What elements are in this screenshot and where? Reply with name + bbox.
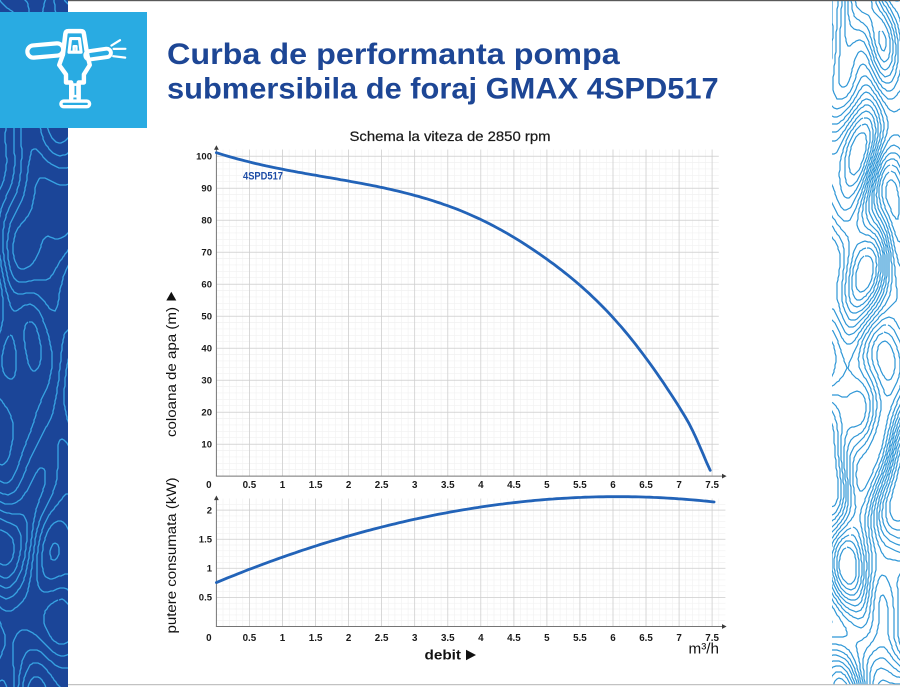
svg-text:1.5: 1.5 xyxy=(309,480,323,491)
svg-text:20: 20 xyxy=(201,408,212,419)
svg-text:coloana de apa (m): coloana de apa (m) xyxy=(164,307,179,437)
svg-text:1: 1 xyxy=(280,633,286,644)
svg-text:m³/h: m³/h xyxy=(689,641,720,658)
svg-text:6: 6 xyxy=(610,480,616,491)
svg-text:50: 50 xyxy=(201,312,212,323)
svg-text:6.5: 6.5 xyxy=(639,633,653,644)
svg-text:3: 3 xyxy=(412,480,418,491)
svg-text:7.5: 7.5 xyxy=(705,480,719,491)
svg-text:debit: debit xyxy=(425,648,462,663)
svg-text:4: 4 xyxy=(478,480,484,491)
svg-text:2.5: 2.5 xyxy=(375,633,389,644)
svg-text:2.5: 2.5 xyxy=(375,480,389,491)
svg-text:2: 2 xyxy=(346,633,352,644)
svg-text:90: 90 xyxy=(201,184,212,195)
svg-text:3.5: 3.5 xyxy=(441,633,455,644)
svg-text:100: 100 xyxy=(196,152,212,163)
svg-text:1.5: 1.5 xyxy=(199,535,213,546)
svg-text:putere consumata (kW): putere consumata (kW) xyxy=(164,478,179,634)
svg-text:7: 7 xyxy=(676,633,682,644)
svg-text:1: 1 xyxy=(280,480,286,491)
svg-text:3: 3 xyxy=(412,633,418,644)
svg-text:80: 80 xyxy=(201,216,212,227)
svg-text:2: 2 xyxy=(207,505,212,516)
svg-text:Schema la viteza de 2850 rpm: Schema la viteza de 2850 rpm xyxy=(350,128,551,144)
svg-text:0.5: 0.5 xyxy=(199,593,213,604)
svg-text:6.5: 6.5 xyxy=(639,480,653,491)
svg-text:60: 60 xyxy=(201,280,212,291)
svg-text:70: 70 xyxy=(201,248,212,259)
svg-text:10: 10 xyxy=(201,440,212,451)
svg-text:4.5: 4.5 xyxy=(507,480,521,491)
svg-text:0.5: 0.5 xyxy=(243,480,257,491)
svg-text:1.5: 1.5 xyxy=(309,633,323,644)
svg-text:4SPD517: 4SPD517 xyxy=(243,171,283,183)
svg-text:submersibila de foraj GMAX 4SP: submersibila de foraj GMAX 4SPD517 xyxy=(167,73,719,106)
svg-text:5.5: 5.5 xyxy=(573,480,587,491)
svg-text:2: 2 xyxy=(346,480,352,491)
svg-text:30: 30 xyxy=(201,376,212,387)
svg-text:0: 0 xyxy=(206,480,212,491)
svg-text:4: 4 xyxy=(478,633,484,644)
svg-text:0.5: 0.5 xyxy=(243,633,257,644)
svg-text:3.5: 3.5 xyxy=(441,480,455,491)
svg-text:5.5: 5.5 xyxy=(573,633,587,644)
svg-text:1: 1 xyxy=(207,564,213,575)
svg-text:7: 7 xyxy=(676,480,682,491)
svg-text:5: 5 xyxy=(544,480,550,491)
svg-text:0: 0 xyxy=(206,633,212,644)
svg-text:6: 6 xyxy=(610,633,616,644)
svg-text:7.5: 7.5 xyxy=(705,633,719,644)
svg-text:40: 40 xyxy=(201,344,212,355)
svg-text:4.5: 4.5 xyxy=(507,633,521,644)
svg-text:5: 5 xyxy=(544,633,550,644)
svg-text:Curba de performanta pompa: Curba de performanta pompa xyxy=(167,38,620,71)
